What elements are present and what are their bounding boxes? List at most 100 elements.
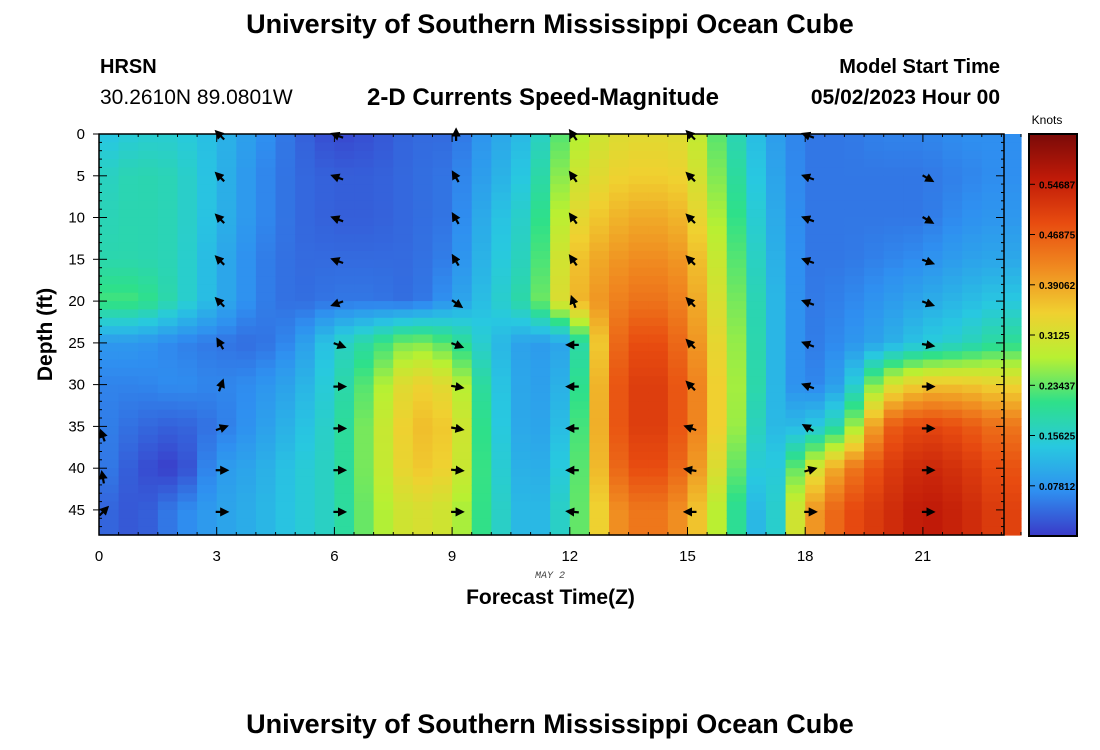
- heatmap-cell: [785, 192, 806, 202]
- heatmap-cell: [334, 459, 355, 469]
- heatmap-cell: [942, 334, 963, 344]
- heatmap-cell: [295, 443, 316, 453]
- heatmap-cell: [805, 167, 826, 177]
- heatmap-cell: [138, 134, 159, 143]
- heatmap-cell: [295, 225, 316, 235]
- heatmap-cell: [765, 250, 787, 260]
- heatmap-cell: [707, 217, 728, 227]
- heatmap-cell: [393, 242, 414, 252]
- heatmap-cell: [255, 376, 277, 386]
- heatmap-cell: [295, 384, 316, 394]
- heatmap-cell: [687, 351, 708, 361]
- heatmap-cell: [589, 418, 610, 427]
- x-tick-label: 3: [213, 548, 221, 565]
- heatmap-cell: [707, 276, 728, 285]
- heatmap-cell: [236, 443, 257, 453]
- heatmap-cell: [452, 392, 473, 402]
- heatmap-cell: [99, 259, 120, 269]
- heatmap-cell: [667, 134, 689, 143]
- heatmap-cell: [354, 443, 375, 453]
- heatmap-cell: [275, 301, 296, 311]
- heatmap-cell: [530, 192, 551, 202]
- heatmap-cell: [667, 526, 689, 536]
- heatmap-cell: [393, 359, 414, 369]
- heatmap-cell: [569, 284, 591, 294]
- heatmap-cell: [471, 192, 492, 202]
- heatmap-cell: [1001, 292, 1022, 302]
- heatmap-cell: [589, 443, 610, 453]
- heatmap-cell: [687, 167, 708, 177]
- heatmap-cell: [491, 501, 512, 511]
- heatmap-cell: [746, 484, 767, 494]
- heatmap-cell: [805, 493, 826, 503]
- heatmap-cell: [707, 501, 728, 511]
- heatmap-cell: [295, 342, 316, 352]
- heatmap-cell: [687, 217, 708, 227]
- heatmap-cell: [314, 334, 335, 344]
- heatmap-cell: [746, 234, 767, 244]
- heatmap-cell: [177, 209, 198, 219]
- heatmap-cell: [962, 159, 983, 169]
- heatmap-cell: [99, 217, 120, 227]
- heatmap-cell: [687, 259, 708, 269]
- heatmap-cell: [864, 443, 885, 453]
- heatmap-cell: [118, 276, 139, 285]
- heatmap-cell: [354, 142, 375, 152]
- heatmap-cell: [824, 167, 846, 177]
- heatmap-cell: [667, 509, 689, 519]
- heatmap-cell: [118, 409, 139, 419]
- heatmap-cell: [628, 326, 649, 336]
- heatmap-cell: [785, 459, 806, 469]
- heatmap-cell: [471, 142, 492, 152]
- heatmap-cell: [942, 476, 963, 486]
- current-vector-arrow: [333, 340, 347, 349]
- heatmap-cell: [903, 167, 924, 177]
- heatmap-cell: [412, 334, 434, 344]
- current-vector-arrow: [685, 380, 696, 391]
- heatmap-cell: [844, 493, 865, 503]
- heatmap-cell: [883, 309, 904, 319]
- heatmap-cell: [550, 259, 571, 269]
- heatmap-cell: [726, 326, 747, 336]
- heatmap-cell: [707, 459, 728, 469]
- heatmap-cell: [569, 184, 591, 194]
- heatmap-cell: [216, 501, 237, 511]
- heatmap-cell: [510, 259, 532, 269]
- heatmap-cell: [1001, 493, 1022, 503]
- heatmap-cell: [216, 317, 237, 327]
- heatmap-cell: [805, 250, 826, 260]
- current-vector-arrow: [683, 424, 697, 433]
- heatmap-cell: [942, 242, 963, 252]
- heatmap-cell: [785, 484, 806, 494]
- heatmap-cell: [962, 284, 983, 294]
- heatmap-cell: [118, 384, 139, 394]
- heatmap-cell: [510, 401, 532, 411]
- heatmap-cell: [393, 401, 414, 411]
- heatmap-cell: [726, 501, 747, 511]
- heatmap-cell: [609, 225, 630, 235]
- heatmap-cell: [255, 284, 277, 294]
- heatmap-cell: [99, 342, 120, 352]
- heatmap-cell: [628, 167, 649, 177]
- heatmap-cell: [275, 493, 296, 503]
- heatmap-cell: [452, 459, 473, 469]
- heatmap-cell: [844, 301, 865, 311]
- heatmap-cell: [824, 175, 846, 185]
- heatmap-cell: [216, 359, 237, 369]
- heatmap-cell: [981, 184, 1002, 194]
- heatmap-cell: [628, 443, 649, 453]
- heatmap-cell: [1001, 150, 1022, 160]
- station-coordinates: 30.2610N 89.0801W: [100, 86, 293, 109]
- heatmap-cell: [609, 250, 630, 260]
- heatmap-cell: [746, 384, 767, 394]
- heatmap-cell: [609, 342, 630, 352]
- heatmap-cell: [609, 217, 630, 227]
- heatmap-cell: [726, 167, 747, 177]
- heatmap-cell: [589, 150, 610, 160]
- heatmap-cell: [569, 259, 591, 269]
- heatmap-cell: [824, 159, 846, 169]
- heatmap-cell: [510, 217, 532, 227]
- heatmap-cell: [471, 459, 492, 469]
- heatmap-cell: [1001, 334, 1022, 344]
- heatmap-cell: [275, 309, 296, 319]
